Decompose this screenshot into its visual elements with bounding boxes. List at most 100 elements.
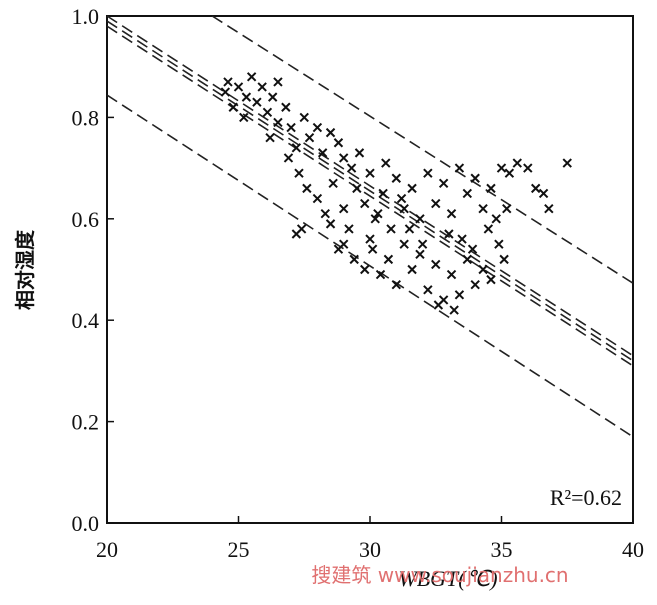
x-tick-label: 20 [96, 537, 118, 562]
point [262, 107, 273, 118]
point [391, 280, 402, 290]
point [494, 239, 504, 249]
dashed-line [106, 25, 634, 367]
point [325, 127, 336, 138]
point [454, 290, 465, 300]
point [299, 112, 309, 123]
point [491, 214, 501, 224]
point [512, 158, 522, 168]
annotation: R²=0.62 [550, 485, 622, 510]
point [320, 209, 330, 219]
point [386, 224, 396, 234]
point [273, 117, 283, 128]
point [291, 229, 302, 239]
dashed-line [106, 15, 634, 357]
point [333, 138, 344, 148]
point [562, 158, 572, 168]
point [538, 188, 549, 199]
x-tick-label: 25 [228, 537, 250, 562]
point [415, 214, 425, 224]
point [252, 97, 262, 107]
point [241, 92, 252, 102]
point [349, 254, 359, 265]
point [360, 264, 370, 275]
dashed-line [211, 15, 634, 284]
point [233, 82, 244, 92]
point [478, 264, 488, 275]
y-tick-label: 0.4 [72, 308, 100, 333]
point [462, 254, 473, 265]
point [239, 112, 249, 123]
point [446, 209, 457, 219]
point [523, 163, 533, 173]
point [454, 163, 465, 173]
point [228, 102, 238, 112]
point [246, 72, 257, 82]
point [273, 77, 283, 87]
x-tick-label: 30 [359, 537, 381, 562]
point [407, 264, 417, 275]
point [444, 229, 454, 239]
point [544, 203, 554, 214]
point [302, 183, 312, 194]
point [499, 254, 509, 265]
point [417, 239, 428, 249]
point [433, 300, 444, 310]
y-axis-label: 相对湿度 [13, 229, 37, 310]
y-tick-label: 0.8 [72, 105, 100, 130]
point [483, 224, 494, 234]
point [423, 168, 433, 178]
point [223, 77, 233, 87]
point [399, 203, 409, 214]
point [283, 153, 294, 163]
point [457, 234, 467, 244]
dashed-line [106, 20, 634, 362]
point [325, 219, 336, 229]
point [504, 168, 515, 178]
point [467, 244, 478, 254]
point [333, 244, 344, 254]
y-tick-label: 1.0 [72, 4, 100, 29]
plot-frame [106, 15, 634, 524]
point [304, 132, 315, 143]
point [344, 224, 354, 234]
point [423, 285, 433, 295]
point [431, 259, 441, 270]
x-tick-label: 40 [622, 537, 644, 562]
y-tick-label: 0.2 [72, 410, 100, 435]
y-tick-label: 0.0 [72, 511, 100, 536]
point [378, 188, 388, 199]
x-tick-label: 35 [491, 537, 513, 562]
point [431, 198, 441, 209]
point [486, 183, 496, 194]
point [265, 132, 275, 143]
point [354, 148, 365, 158]
point [338, 203, 349, 214]
point [438, 178, 449, 189]
point [462, 188, 473, 199]
point [486, 274, 496, 285]
point [446, 269, 457, 280]
point [365, 168, 375, 178]
point [407, 183, 417, 194]
x-axis-label: WBGT(℃) [398, 566, 497, 591]
point [470, 280, 480, 290]
point [267, 92, 278, 102]
point [404, 224, 415, 234]
point [312, 193, 323, 204]
point [373, 209, 383, 219]
point [502, 203, 512, 214]
point [396, 193, 407, 204]
watermark: 搜建筑 www.soujianzhu.cn [311, 563, 568, 587]
y-tick-label: 0.6 [72, 207, 100, 232]
point [391, 173, 402, 183]
point [496, 163, 507, 173]
point [294, 168, 304, 178]
point [530, 183, 541, 194]
point [338, 153, 349, 163]
dashed-line [106, 94, 634, 438]
point [367, 244, 378, 254]
point [317, 148, 328, 158]
point [383, 254, 394, 265]
